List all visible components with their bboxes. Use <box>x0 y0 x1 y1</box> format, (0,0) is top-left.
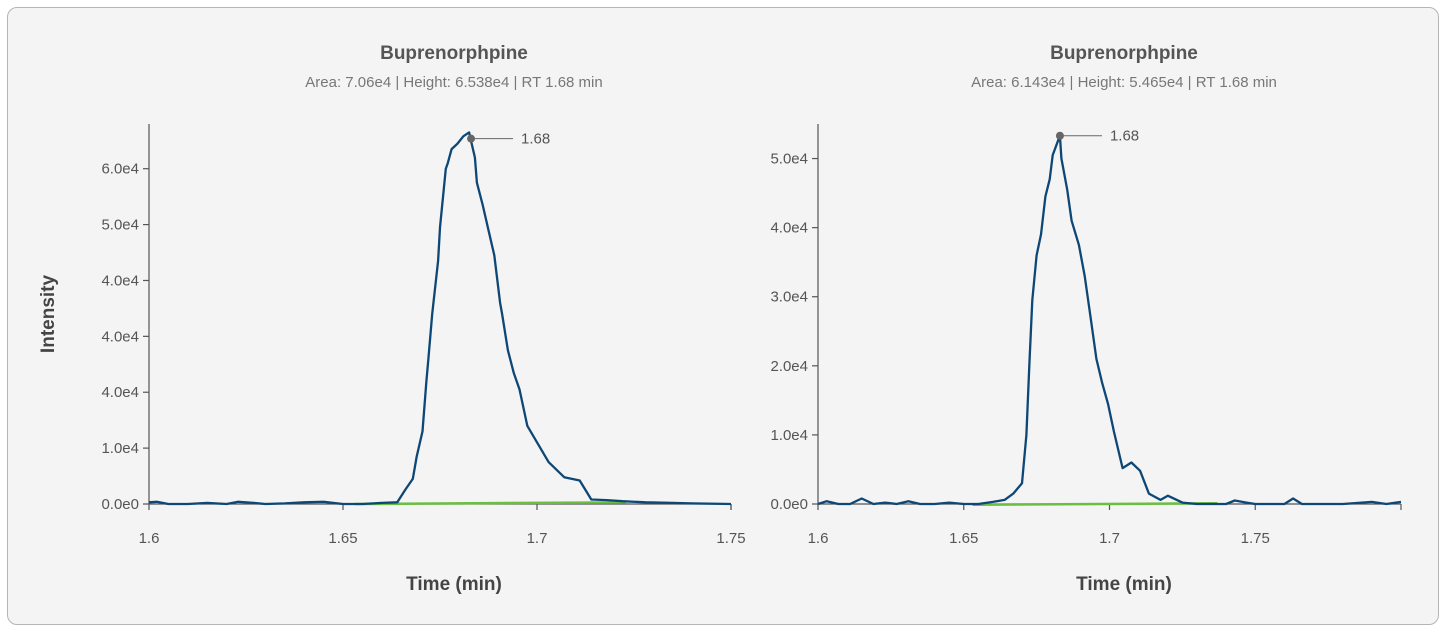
x-tick-label: 1.7 <box>527 530 548 547</box>
y-tick-label: 4.0e4 <box>101 272 139 289</box>
y-tick-label: 4.0e4 <box>101 328 139 345</box>
integration-baseline <box>972 502 1218 506</box>
y-axis-label: Intensity <box>38 275 59 354</box>
chart-2: Buprenorphpine Area: 6.143e4 | Height: 5.… <box>770 43 1402 595</box>
x-tick-label: 1.75 <box>716 530 745 547</box>
y-tick-label: 3.0e4 <box>770 289 808 306</box>
y-tick-label: 1.0e4 <box>101 440 139 457</box>
y-tick-label: 2.0e4 <box>770 358 808 375</box>
chromatogram-trace <box>817 134 1402 506</box>
y-tick-label: 0.0e0 <box>770 496 808 513</box>
x-tick-label: 1.6 <box>139 530 160 547</box>
y-tick-label: 6.0e4 <box>101 161 139 178</box>
x-tick-label: 1.75 <box>1241 530 1270 547</box>
x-tick-label: 1.65 <box>328 530 357 547</box>
chart-subtitle: Area: 6.143e4 | Height: 5.465e4 | RT 1.6… <box>971 74 1277 91</box>
y-tick-label: 4.0e4 <box>770 220 808 237</box>
chromatogram-trace <box>148 131 732 506</box>
x-tick-label: 1.7 <box>1099 530 1120 547</box>
chart-1: Buprenorphpine Area: 7.06e4 | Height: 6.5… <box>38 43 746 595</box>
y-tick-label: 5.0e4 <box>101 217 139 234</box>
peak-marker <box>1055 131 1064 140</box>
chart-title: Buprenorphpine <box>380 43 528 64</box>
peak-marker <box>467 134 476 143</box>
chart-subtitle: Area: 7.06e4 | Height: 6.538e4 | RT 1.68… <box>305 74 602 91</box>
integration-baseline <box>354 501 627 506</box>
y-tick-label: 1.0e4 <box>770 427 808 444</box>
chart-title: Buprenorphpine <box>1050 43 1198 64</box>
x-tick-label: 1.6 <box>808 530 829 547</box>
peak-label: 1.68 <box>1110 128 1139 145</box>
y-tick-label: 4.0e4 <box>101 384 139 401</box>
peak-label: 1.68 <box>521 131 550 148</box>
x-axis-label: Time (min) <box>406 574 502 595</box>
chart-panel <box>7 7 1439 625</box>
y-tick-label: 5.0e4 <box>770 151 808 168</box>
y-tick-label: 0.0e0 <box>101 496 139 513</box>
x-axis-label: Time (min) <box>1076 574 1172 595</box>
x-tick-label: 1.65 <box>949 530 978 547</box>
